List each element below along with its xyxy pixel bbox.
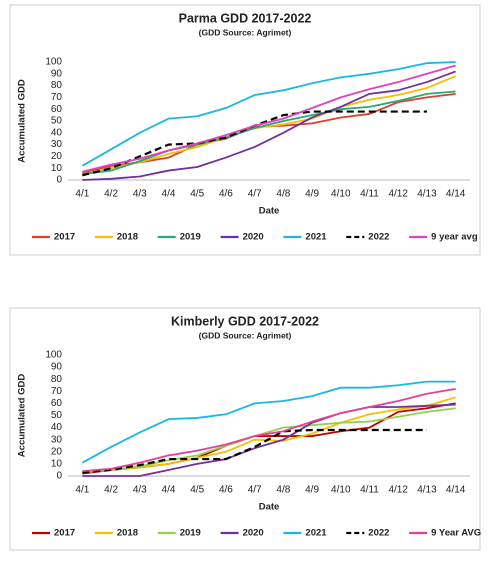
x-tick-label: 4/1: [75, 485, 89, 496]
legend-label: 2017: [54, 232, 75, 243]
series-line: [82, 396, 456, 474]
x-tick-label: 4/13: [417, 189, 437, 200]
legend-label: 2018: [117, 528, 138, 539]
y-tick-label: 60: [51, 104, 63, 115]
x-tick-label: 4/10: [331, 189, 351, 200]
x-tick-label: 4/12: [388, 189, 408, 200]
legend-label: 2021: [305, 528, 327, 539]
series-line: [82, 75, 456, 175]
y-tick-label: 10: [51, 163, 63, 174]
series-line: [82, 407, 456, 474]
x-tick-label: 4/7: [248, 485, 262, 496]
x-tick-label: 4/1: [75, 189, 89, 200]
x-tick-label: 4/5: [190, 485, 204, 496]
y-tick-label: 70: [51, 386, 63, 397]
series-line: [82, 110, 427, 177]
legend-label: 2022: [368, 528, 389, 539]
x-tick-label: 4/13: [417, 485, 437, 496]
series-line: [82, 403, 456, 477]
x-tick-label: 4/12: [388, 485, 408, 496]
y-tick-label: 90: [51, 362, 63, 373]
y-tick-label: 0: [56, 471, 62, 482]
x-tick-label: 4/11: [360, 485, 379, 496]
y-tick-label: 100: [45, 350, 62, 361]
y-tick-label: 30: [51, 139, 63, 150]
y-tick-label: 50: [51, 116, 63, 127]
x-tick-label: 4/6: [219, 485, 233, 496]
chart-subtitle: (GDD Source: Agrimet): [199, 27, 292, 37]
x-tick-label: 4/2: [104, 189, 118, 200]
chart-frame: [9, 307, 481, 551]
legend-label: 2022: [368, 232, 389, 243]
y-axis-label: Accumulated GDD: [17, 79, 28, 163]
legend-label: 2020: [243, 232, 264, 243]
y-tick-label: 40: [51, 422, 63, 433]
series-line: [82, 70, 456, 181]
y-tick-label: 20: [51, 446, 63, 457]
series-line: [82, 90, 456, 175]
x-tick-label: 4/3: [133, 189, 147, 200]
legend-label: 9 year avg: [431, 232, 478, 243]
legend-label: 2017: [54, 528, 75, 539]
y-tick-label: 40: [51, 127, 63, 138]
x-tick-label: 4/4: [162, 189, 176, 200]
y-tick-label: 80: [51, 374, 63, 385]
x-tick-label: 4/8: [276, 485, 290, 496]
legend-label: 2018: [117, 232, 138, 243]
x-tick-label: 4/6: [219, 189, 233, 200]
chart-frame: [9, 4, 481, 256]
y-tick-label: 90: [51, 68, 63, 79]
x-axis-label: Date: [259, 206, 280, 217]
x-axis-label: Date: [259, 502, 280, 513]
chart-title: Parma GDD 2017-2022: [179, 11, 312, 25]
x-tick-label: 4/4: [162, 485, 176, 496]
legend-label: 2019: [180, 232, 201, 243]
y-tick-label: 50: [51, 410, 63, 421]
chart-title: Kimberly GDD 2017-2022: [171, 314, 319, 328]
x-tick-label: 4/2: [104, 485, 118, 496]
legend-label: 2021: [305, 232, 327, 243]
x-tick-label: 4/7: [248, 189, 262, 200]
x-tick-label: 4/8: [276, 189, 290, 200]
y-tick-label: 100: [45, 57, 62, 68]
y-tick-label: 80: [51, 80, 63, 91]
series-line: [82, 64, 456, 173]
series-line: [82, 428, 427, 474]
x-tick-label: 4/5: [190, 189, 204, 200]
legend-label: 2019: [180, 528, 201, 539]
chart-subtitle: (GDD Source: Agrimet): [199, 330, 292, 340]
y-tick-label: 70: [51, 92, 63, 103]
x-tick-label: 4/14: [446, 189, 466, 200]
y-axis-label: Accumulated GDD: [17, 374, 28, 458]
series-line: [82, 387, 456, 473]
legend-label: 9 Year AVG: [431, 528, 481, 539]
x-tick-label: 4/9: [305, 189, 319, 200]
x-tick-label: 4/11: [360, 189, 379, 200]
x-tick-label: 4/14: [446, 485, 466, 496]
series-line: [81, 61, 456, 167]
x-tick-label: 4/10: [331, 485, 351, 496]
y-tick-label: 60: [51, 398, 63, 409]
y-tick-label: 20: [51, 151, 63, 162]
y-tick-label: 30: [51, 434, 63, 445]
y-tick-label: 0: [56, 175, 62, 186]
y-tick-label: 10: [51, 459, 63, 470]
x-tick-label: 4/3: [133, 485, 147, 496]
x-tick-label: 4/9: [305, 485, 319, 496]
legend-label: 2020: [243, 528, 264, 539]
series-line: [81, 380, 456, 464]
